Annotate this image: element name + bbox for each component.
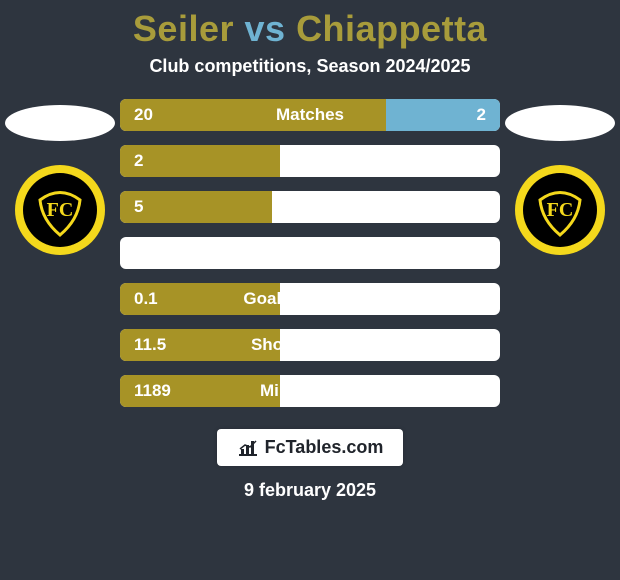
stat-label: Matches: [276, 105, 344, 125]
badge-inner-right: FC: [523, 173, 597, 247]
stat-value-left: 2: [134, 151, 143, 171]
brand-text: FcTables.com: [265, 437, 384, 458]
stat-value-left: 20: [134, 105, 153, 125]
content-row: FC 20Matches22Goals05Assists00Hattricks0…: [0, 99, 620, 407]
title-left: Seiler: [133, 8, 234, 49]
stat-bar: 11.5 Shots per goal: [120, 329, 500, 361]
stat-label: Hattricks: [274, 243, 347, 263]
stat-bar: 0 Hattricks 0: [120, 237, 500, 269]
badge-icon-left: FC: [30, 180, 90, 240]
stat-fill-left: [120, 145, 280, 177]
brand-badge: FcTables.com: [217, 429, 404, 466]
stat-bar: 20 Matches 2: [120, 99, 500, 131]
stat-label: Min per goal: [260, 381, 360, 401]
stat-value-left: 11.5: [134, 335, 166, 355]
stat-fill-left: [120, 99, 386, 131]
stat-label: Goals: [286, 151, 333, 171]
stat-value-left: 1189: [134, 381, 171, 401]
footer-date: 9 february 2025: [244, 480, 376, 501]
stat-value-left: 5: [134, 197, 143, 217]
title-vs: vs: [245, 8, 286, 49]
svg-text:FC: FC: [47, 199, 74, 221]
stat-label: Shots per goal: [251, 335, 369, 355]
player-photo-placeholder-left: [5, 105, 115, 141]
stat-label: Goals per match: [243, 289, 376, 309]
stat-value-left: 0.1: [134, 289, 158, 309]
stat-bar: 5 Assists 0: [120, 191, 500, 223]
stat-value-right: 2: [477, 105, 486, 125]
club-badge-left: FC: [15, 165, 105, 255]
stat-value-right: 0: [477, 197, 486, 217]
comparison-card: Seiler vs Chiappetta Club competitions, …: [0, 0, 620, 580]
stat-bar: 1189 Min per goal: [120, 375, 500, 407]
club-badge-right: FC: [515, 165, 605, 255]
stat-value-right: 0: [477, 243, 486, 263]
stat-value-left: 0: [134, 243, 143, 263]
stat-bar: 0.1 Goals per match: [120, 283, 500, 315]
stat-label: Assists: [280, 197, 340, 217]
subtitle: Club competitions, Season 2024/2025: [149, 56, 470, 77]
player-photo-placeholder-right: [505, 105, 615, 141]
stat-bar: 2 Goals 0: [120, 145, 500, 177]
svg-text:FC: FC: [547, 199, 574, 221]
brand-chart-icon: [237, 439, 259, 457]
stat-value-right: 0: [477, 151, 486, 171]
right-column: FC: [500, 105, 620, 255]
badge-icon-right: FC: [530, 180, 590, 240]
title-right: Chiappetta: [296, 8, 487, 49]
stat-bars: 20 Matches 2 2 Goals 0 5 Assists 0 0 Hattricks 0 0.1…: [120, 99, 500, 407]
badge-inner-left: FC: [23, 173, 97, 247]
title: Seiler vs Chiappetta: [133, 8, 487, 50]
left-column: FC: [0, 105, 120, 255]
